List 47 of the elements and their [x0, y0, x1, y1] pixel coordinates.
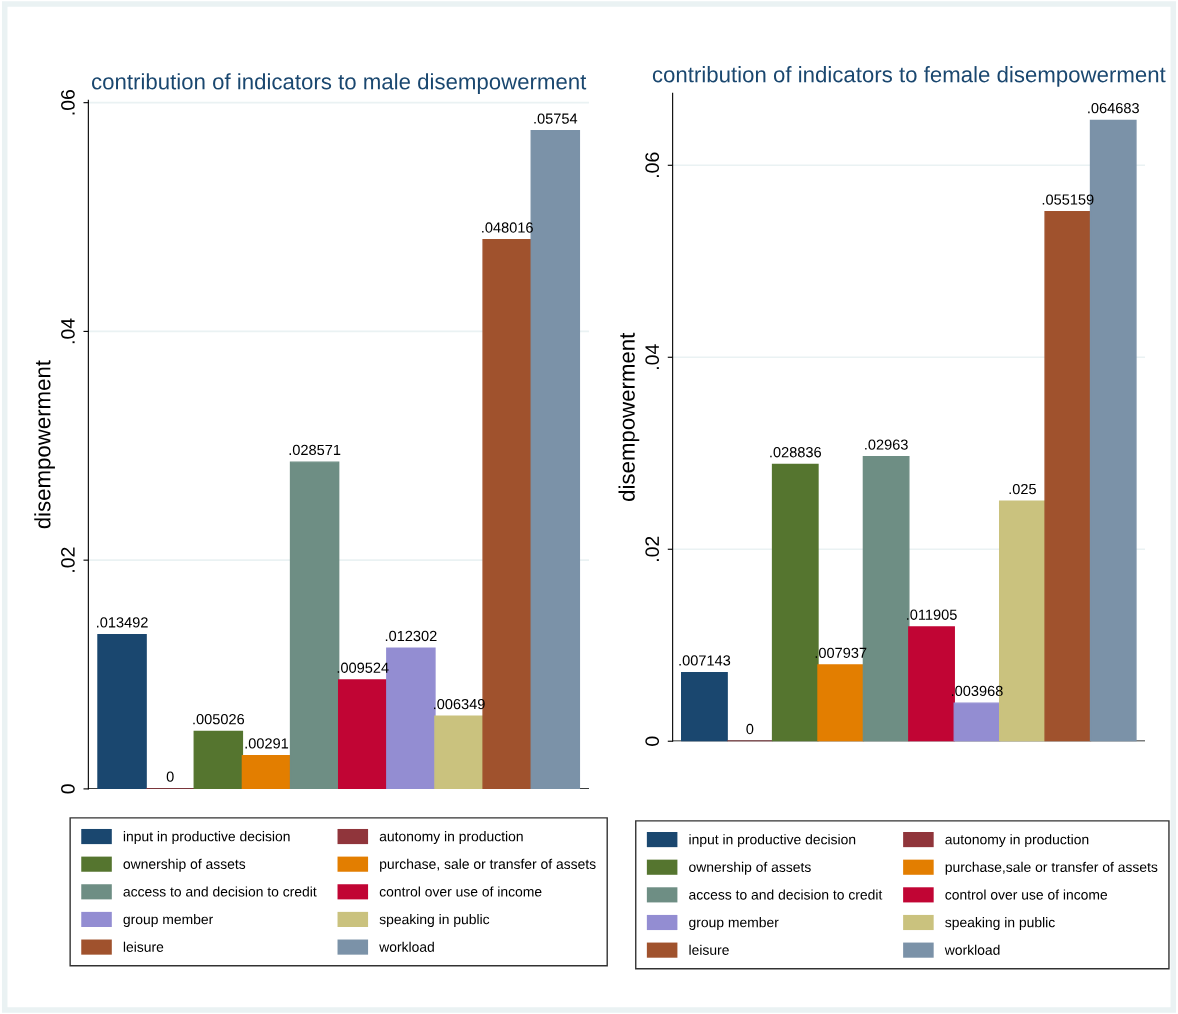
legend-label: input in productive decision [689, 834, 856, 848]
data-label: .025 [1009, 483, 1036, 495]
y-tick-label: .04 [645, 344, 660, 370]
legend-label: leisure [123, 941, 164, 952]
legend-label: control over use of income [945, 889, 1108, 900]
legend-label: purchase, sale or transfer of assets [380, 858, 596, 872]
chart-title: contribution of indicators to female disempowerment [652, 66, 1166, 87]
data-label: .05754 [534, 113, 578, 124]
data-label: .005026 [193, 714, 245, 725]
y-axis-title: disempowerment [618, 332, 640, 501]
data-label: .00291 [245, 738, 289, 749]
legend-label: group member [689, 917, 779, 931]
legend-label: group member [123, 914, 214, 927]
data-label: .02963 [865, 439, 908, 450]
y-tick-label: .02 [61, 547, 75, 572]
y-tick-label: 0 [61, 784, 75, 794]
data-label: 0 [746, 723, 754, 735]
data-label: .028571 [289, 444, 341, 456]
data-label: .048016 [482, 222, 533, 233]
y-axis-title: disempowerment [34, 360, 55, 529]
legend-label: autonomy in production [945, 834, 1089, 848]
legend-label: ownership of assets [123, 858, 246, 872]
data-label: .013492 [97, 617, 148, 628]
legend-label: speaking in public [379, 914, 490, 927]
legend-label: workload [379, 941, 434, 952]
y-tick-label: 0 [645, 736, 660, 746]
chart-title: contribution of indicators to male disempowerment [91, 73, 587, 94]
legend-label: access to and decision to credit [689, 889, 883, 900]
data-label: 0 [166, 771, 174, 782]
y-tick-label: .06 [645, 152, 660, 178]
legend-label: autonomy in production [379, 831, 523, 845]
data-label: .028836 [770, 447, 821, 458]
y-tick-label: .06 [61, 90, 75, 115]
data-label: .012302 [385, 630, 437, 642]
data-label: .007143 [679, 655, 731, 666]
data-label: .064683 [1088, 102, 1139, 114]
legend-label: leisure [689, 944, 729, 955]
legend-label: ownership of assets [689, 861, 811, 875]
y-tick-label: .02 [645, 536, 660, 561]
legend-label: workload [944, 944, 1000, 955]
legend-label: speaking in public [945, 917, 1055, 931]
legend-label: control over use of income [379, 886, 542, 897]
y-tick-label: .04 [61, 318, 75, 344]
legend-label: purchase,sale or transfer of assets [945, 861, 1158, 875]
data-label: .055159 [1042, 194, 1094, 205]
legend-label: access to and decision to credit [123, 886, 317, 897]
legend-label: input in productive decision [123, 831, 290, 845]
